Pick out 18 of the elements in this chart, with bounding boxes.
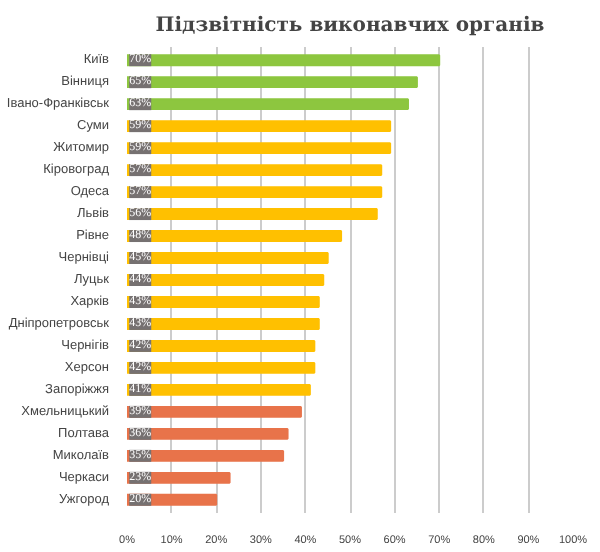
bar	[127, 230, 343, 242]
bar	[127, 98, 409, 111]
bar	[127, 318, 320, 330]
bar	[127, 296, 320, 308]
bar	[127, 186, 383, 199]
bar	[127, 120, 392, 133]
bar	[127, 142, 392, 155]
chart-title: Підзвітність виконавчих органів	[155, 15, 545, 37]
bar	[127, 208, 378, 220]
bar	[127, 383, 311, 396]
bar	[127, 449, 285, 462]
bar	[127, 252, 329, 264]
bar	[127, 76, 418, 89]
bar	[127, 427, 289, 440]
bar	[127, 164, 383, 177]
bar	[127, 405, 302, 418]
bar	[127, 274, 325, 286]
bar	[127, 54, 441, 67]
